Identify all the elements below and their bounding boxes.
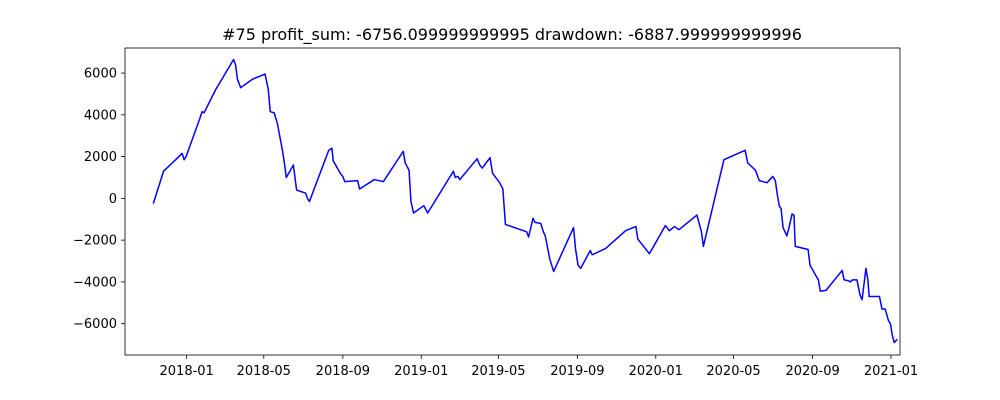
x-tick-label: 2018-05 xyxy=(237,364,291,379)
x-tick-label: 2019-01 xyxy=(394,364,448,379)
x-tick-label: 2019-05 xyxy=(471,364,525,379)
y-tick-label: −6000 xyxy=(73,317,117,332)
axes-frame xyxy=(124,47,901,356)
y-tick-label: 0 xyxy=(109,192,117,207)
y-tick-label: 6000 xyxy=(84,67,117,82)
y-tick-label: −4000 xyxy=(73,275,117,290)
x-tick-label: 2018-01 xyxy=(160,364,214,379)
plot-area xyxy=(124,47,901,356)
x-axis: 2018-01 2018-05 2018-09 2019-01 2019-05 2019-… xyxy=(160,355,918,379)
x-tick-label: 2020-01 xyxy=(629,364,683,379)
chart-title: #75 profit_sum: -6756.099999999995 drawd… xyxy=(222,25,802,45)
x-tick-label: 2020-05 xyxy=(706,364,760,379)
x-tick-label: 2019-09 xyxy=(550,364,604,379)
x-tick-label: 2020-09 xyxy=(785,364,839,379)
x-tick-label: 2018-09 xyxy=(316,364,370,379)
x-tick-label: 2021-01 xyxy=(864,364,918,379)
y-tick-label: −2000 xyxy=(73,234,117,249)
series-line-0 xyxy=(152,58,898,344)
y-axis: −6000 −4000 −2000 0 2000 4000 6000 xyxy=(73,67,125,332)
y-tick-label: 4000 xyxy=(84,108,117,123)
y-tick-label: 2000 xyxy=(84,150,117,165)
